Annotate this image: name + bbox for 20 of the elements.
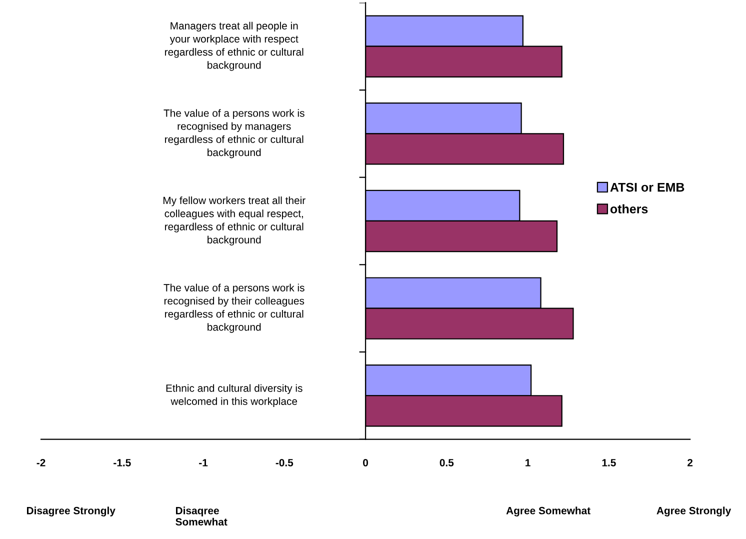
y-tick-label: The value of a persons work is recognised by managers regardless of ethnic or cultural background <box>164 109 304 158</box>
y-tick-label: My fellow workers treat all their colleagues with equal respect, regardless of ethnic or cultural background <box>163 196 306 246</box>
text: Disaqree Somewhat <box>176 506 228 526</box>
y-tick-label: The value of a persons work is recognised by their colleagues regardless of ethnic or cultural background <box>164 284 304 333</box>
x-tick-label: -2 <box>36 459 46 466</box>
x-tick-label: 1 <box>526 459 530 466</box>
x-tick-label: 0.5 <box>440 459 454 466</box>
x-tick-label: 0 <box>363 459 368 466</box>
x-tick-label: 1.5 <box>602 459 616 466</box>
y-tick-label: Ethnic and cultural diversity is welcomed in this workplace <box>166 384 302 408</box>
x-tick-label: -0.5 <box>276 459 294 466</box>
legend-label: others <box>610 204 648 214</box>
text: Agree Strongly <box>656 506 732 516</box>
x-tick-label: 2 <box>688 459 693 466</box>
legend-label: ATSI or EMB <box>610 182 684 192</box>
x-tick-label: -1 <box>199 459 208 466</box>
y-tick-label: Managers treat all people in your workplace with respect regardless of ethnic or cultural background <box>165 22 304 71</box>
text: Agree Somewhat <box>506 506 590 516</box>
x-tick-label: -1.5 <box>114 459 131 466</box>
text: Disagree Strongly <box>26 506 116 516</box>
